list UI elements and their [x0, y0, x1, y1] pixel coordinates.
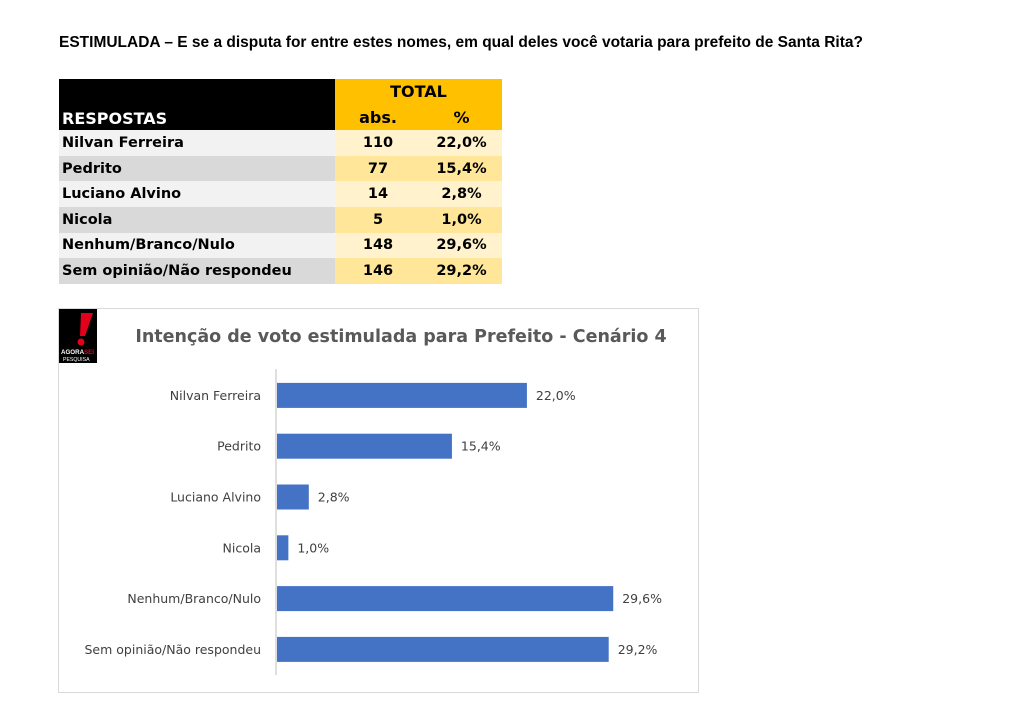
- data-label: 15,4%: [461, 439, 501, 454]
- bar: [277, 535, 289, 561]
- cell-name: Nilvan Ferreira: [59, 130, 335, 156]
- table-header-row-2: abs. %: [59, 104, 502, 131]
- table-row: Nicola 5 1,0%: [59, 206, 502, 233]
- logo-text-bottom: PESQUISA: [63, 357, 90, 363]
- data-label: 2,8%: [318, 490, 350, 505]
- cell-pct: 2,8%: [421, 181, 502, 207]
- cell-name: Luciano Alvino: [59, 181, 335, 207]
- col-header-pct: %: [421, 104, 502, 131]
- bar-chart: Intenção de voto estimulada para Prefeit…: [85, 327, 667, 675]
- bar: [277, 433, 452, 459]
- cell-name: Sem opinião/Não respondeu: [59, 258, 335, 284]
- data-label: 22,0%: [536, 388, 576, 403]
- table-header-row-1: RESPOSTAS TOTAL: [59, 79, 502, 131]
- category-label: Sem opinião/Não respondeu: [85, 642, 262, 657]
- bar: [277, 586, 614, 612]
- data-label: 1,0%: [297, 540, 329, 555]
- cell-abs: 5: [335, 206, 421, 233]
- page-heading: ESTIMULADA – E se a disputa for entre es…: [59, 34, 863, 51]
- table-row: Luciano Alvino 14 2,8%: [59, 181, 502, 207]
- bar: [277, 382, 527, 408]
- cell-abs: 148: [335, 232, 421, 259]
- table-row: Nenhum/Branco/Nulo 148 29,6%: [59, 232, 502, 259]
- cell-abs: 77: [335, 155, 421, 182]
- cell-name: Nicola: [59, 206, 335, 233]
- chart-title: Intenção de voto estimulada para Prefeit…: [135, 327, 666, 347]
- data-label: 29,6%: [622, 591, 662, 606]
- category-label: Luciano Alvino: [170, 490, 261, 505]
- logo-text-red: SEI: [84, 349, 94, 356]
- cell-abs: 146: [335, 258, 421, 284]
- col-header-abs: abs.: [335, 104, 421, 131]
- cell-pct: 15,4%: [421, 155, 502, 182]
- cell-name: Pedrito: [59, 155, 335, 182]
- bar: [277, 636, 609, 662]
- cell-pct: 29,6%: [421, 232, 502, 259]
- category-label: Nenhum/Branco/Nulo: [127, 591, 261, 606]
- col-header-respostas: RESPOSTAS: [59, 79, 335, 131]
- cell-abs: 14: [335, 181, 421, 207]
- cell-pct: 1,0%: [421, 206, 502, 233]
- bar: [277, 484, 309, 510]
- cell-pct: 22,0%: [421, 130, 502, 156]
- agora-sei-logo: AGORASEI PESQUISA: [59, 309, 97, 363]
- chart-container: AGORASEI PESQUISA Intenção de voto estim…: [58, 308, 699, 693]
- logo-text-top: AGORA: [61, 349, 85, 356]
- table-row: Pedrito 77 15,4%: [59, 155, 502, 182]
- category-label: Nilvan Ferreira: [170, 388, 261, 403]
- group-header-total: TOTAL: [335, 79, 502, 105]
- table-row: Nilvan Ferreira 110 22,0%: [59, 130, 502, 156]
- results-table: RESPOSTAS TOTAL abs. % Nilvan Ferreira 1…: [59, 79, 502, 284]
- data-label: 29,2%: [618, 642, 658, 657]
- cell-name: Nenhum/Branco/Nulo: [59, 232, 335, 259]
- cell-abs: 110: [335, 130, 421, 156]
- table-row: Sem opinião/Não respondeu 146 29,2%: [59, 258, 502, 284]
- cell-pct: 29,2%: [421, 258, 502, 284]
- svg-text:AGORASEI: AGORASEI: [61, 349, 94, 356]
- category-label: Nicola: [223, 540, 261, 555]
- category-label: Pedrito: [217, 439, 261, 454]
